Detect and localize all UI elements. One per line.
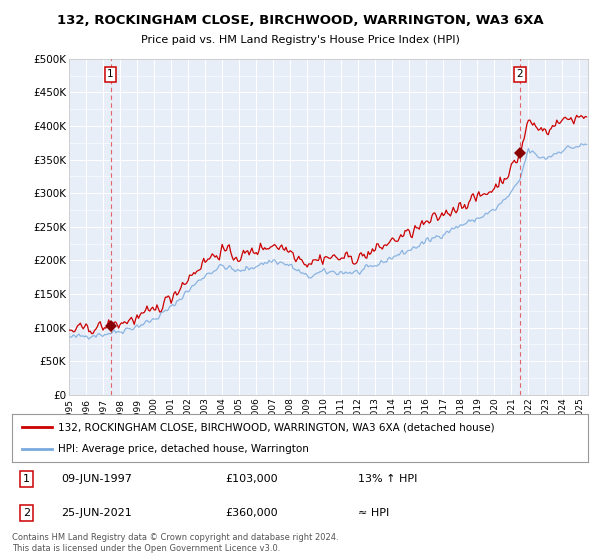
- Text: 2: 2: [516, 69, 523, 80]
- Text: 132, ROCKINGHAM CLOSE, BIRCHWOOD, WARRINGTON, WA3 6XA: 132, ROCKINGHAM CLOSE, BIRCHWOOD, WARRIN…: [56, 14, 544, 27]
- Text: 09-JUN-1997: 09-JUN-1997: [61, 474, 132, 484]
- Text: 25-JUN-2021: 25-JUN-2021: [61, 508, 132, 518]
- Text: 13% ↑ HPI: 13% ↑ HPI: [358, 474, 417, 484]
- Text: 132, ROCKINGHAM CLOSE, BIRCHWOOD, WARRINGTON, WA3 6XA (detached house): 132, ROCKINGHAM CLOSE, BIRCHWOOD, WARRIN…: [58, 422, 495, 432]
- Text: 1: 1: [23, 474, 30, 484]
- Text: ≈ HPI: ≈ HPI: [358, 508, 389, 518]
- Text: Price paid vs. HM Land Registry's House Price Index (HPI): Price paid vs. HM Land Registry's House …: [140, 35, 460, 45]
- Text: 1: 1: [107, 69, 114, 80]
- Text: £103,000: £103,000: [225, 474, 278, 484]
- Text: Contains HM Land Registry data © Crown copyright and database right 2024.
This d: Contains HM Land Registry data © Crown c…: [12, 533, 338, 553]
- Text: 2: 2: [23, 508, 30, 518]
- Text: HPI: Average price, detached house, Warrington: HPI: Average price, detached house, Warr…: [58, 444, 309, 454]
- Text: £360,000: £360,000: [225, 508, 278, 518]
